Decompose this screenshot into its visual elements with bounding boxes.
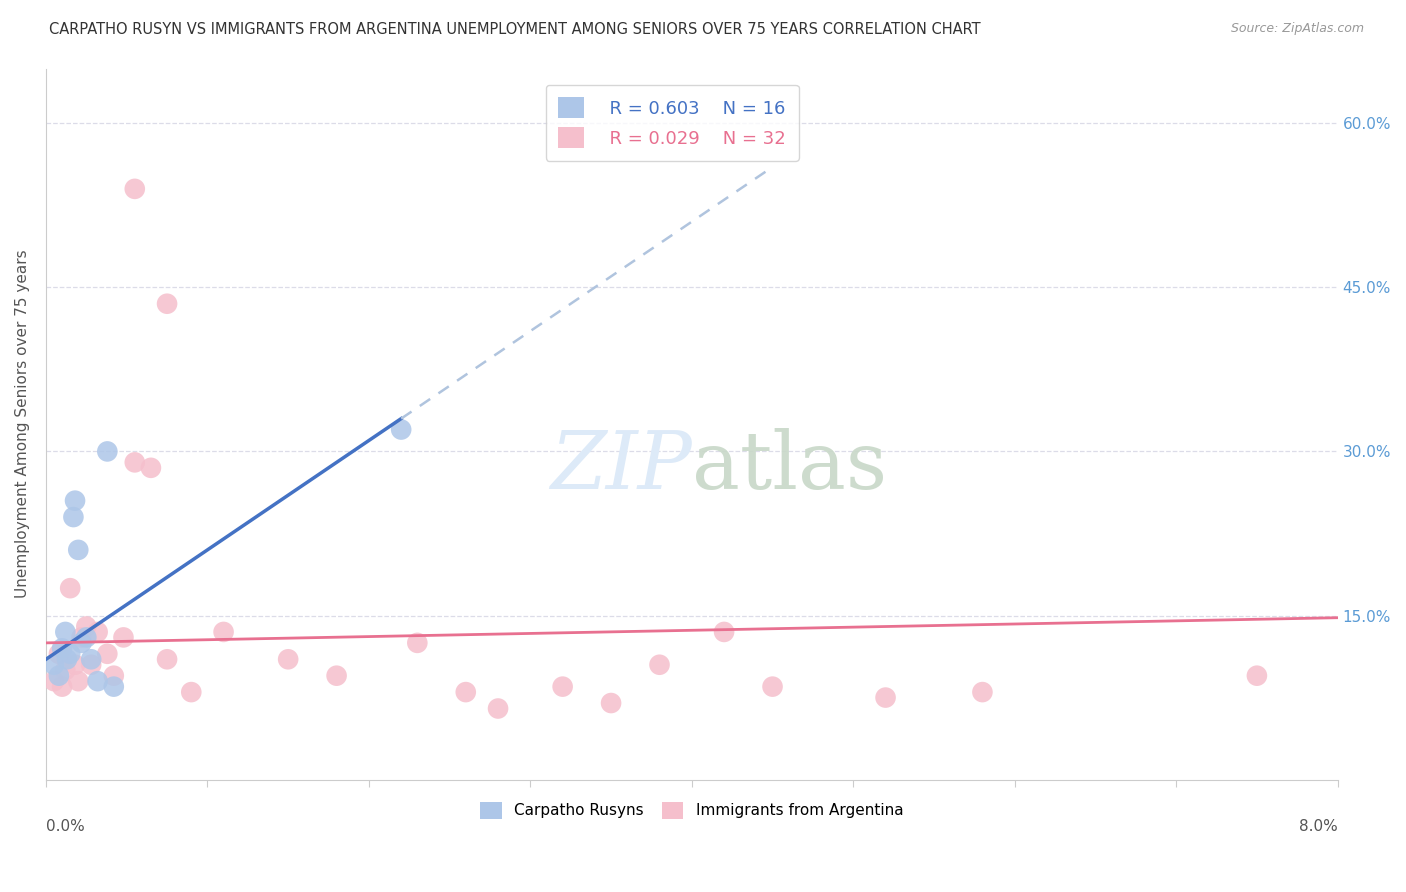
Point bbox=[139, 460, 162, 475]
Point bbox=[648, 657, 671, 672]
Y-axis label: Unemployment Among Seniors over 75 years: Unemployment Among Seniors over 75 years bbox=[15, 250, 30, 599]
Point bbox=[86, 624, 108, 639]
Point bbox=[59, 581, 82, 595]
Point bbox=[389, 423, 412, 437]
Point bbox=[62, 510, 84, 524]
Point bbox=[180, 685, 202, 699]
Point bbox=[70, 631, 93, 645]
Point bbox=[42, 657, 65, 672]
Point bbox=[51, 680, 73, 694]
Point bbox=[59, 647, 82, 661]
Point bbox=[48, 647, 70, 661]
Point bbox=[325, 669, 347, 683]
Point bbox=[80, 657, 103, 672]
Point bbox=[80, 652, 103, 666]
Text: CARPATHO RUSYN VS IMMIGRANTS FROM ARGENTINA UNEMPLOYMENT AMONG SENIORS OVER 75 Y: CARPATHO RUSYN VS IMMIGRANTS FROM ARGENT… bbox=[49, 22, 981, 37]
Point bbox=[277, 652, 299, 666]
Point bbox=[96, 647, 118, 661]
Point bbox=[51, 641, 73, 656]
Point bbox=[63, 493, 86, 508]
Point bbox=[713, 624, 735, 639]
Point bbox=[56, 652, 79, 666]
Point bbox=[156, 652, 179, 666]
Text: 8.0%: 8.0% bbox=[1299, 819, 1337, 834]
Point bbox=[551, 680, 574, 694]
Point bbox=[486, 701, 509, 715]
Point bbox=[212, 624, 235, 639]
Text: ZIP: ZIP bbox=[550, 428, 692, 506]
Point bbox=[86, 674, 108, 689]
Point bbox=[75, 619, 97, 633]
Point bbox=[600, 696, 623, 710]
Point bbox=[124, 182, 146, 196]
Point bbox=[67, 542, 90, 557]
Point bbox=[103, 669, 125, 683]
Text: 0.0%: 0.0% bbox=[46, 819, 84, 834]
Point bbox=[103, 680, 125, 694]
Point bbox=[48, 669, 70, 683]
Point bbox=[53, 663, 76, 677]
Point bbox=[96, 444, 118, 458]
Point bbox=[70, 636, 93, 650]
Point bbox=[454, 685, 477, 699]
Point bbox=[63, 657, 86, 672]
Legend: Carpatho Rusyns, Immigrants from Argentina: Carpatho Rusyns, Immigrants from Argenti… bbox=[474, 796, 910, 825]
Text: atlas: atlas bbox=[692, 428, 887, 506]
Point bbox=[53, 624, 76, 639]
Point bbox=[156, 297, 179, 311]
Point bbox=[75, 631, 97, 645]
Point bbox=[112, 631, 135, 645]
Point bbox=[875, 690, 897, 705]
Point bbox=[406, 636, 429, 650]
Text: Source: ZipAtlas.com: Source: ZipAtlas.com bbox=[1230, 22, 1364, 36]
Point bbox=[1246, 669, 1268, 683]
Point bbox=[42, 674, 65, 689]
Point bbox=[761, 680, 783, 694]
Point bbox=[972, 685, 994, 699]
Point bbox=[124, 455, 146, 469]
Point bbox=[67, 674, 90, 689]
